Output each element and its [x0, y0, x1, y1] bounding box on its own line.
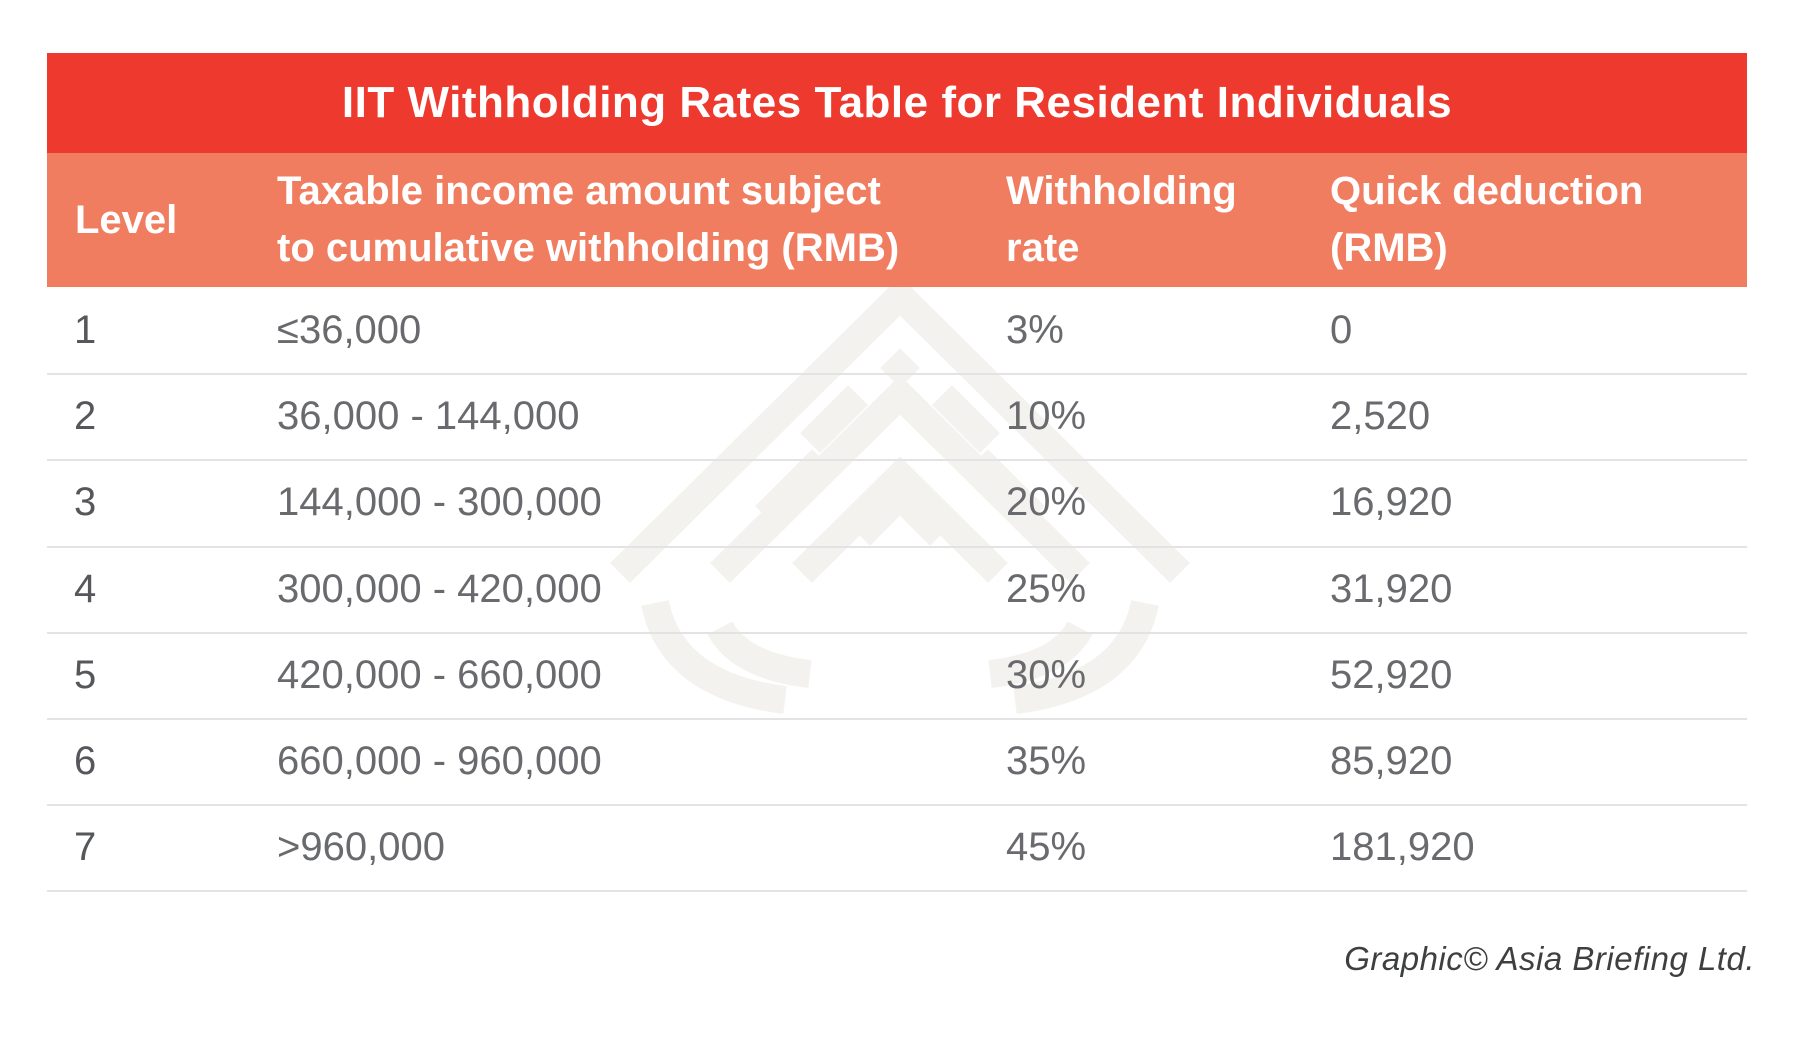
row-separator — [47, 546, 1747, 548]
cell-deduction: 52,920 — [1330, 652, 1453, 697]
cell-level: 3 — [74, 479, 97, 524]
table-header-row: Level Taxable income amount subject to c… — [47, 153, 1747, 287]
cell-taxable-income: 300,000 - 420,000 — [277, 566, 602, 611]
cell-rate: 20% — [1006, 479, 1087, 524]
row-separator — [47, 804, 1747, 806]
table-row: 2 36,000 - 144,000 10% 2,520 — [47, 373, 1747, 459]
cell-rate: 45% — [1006, 824, 1087, 869]
cell-taxable-income: 144,000 - 300,000 — [277, 479, 602, 524]
cell-deduction: 85,920 — [1330, 738, 1453, 783]
cell-deduction: 0 — [1330, 307, 1353, 352]
table-row: 6 660,000 - 960,000 35% 85,920 — [47, 718, 1747, 804]
cell-deduction: 2,520 — [1330, 393, 1431, 438]
cell-rate: 10% — [1006, 393, 1087, 438]
table-row: 3 144,000 - 300,000 20% 16,920 — [47, 459, 1747, 545]
cell-level: 5 — [74, 652, 97, 697]
cell-taxable-income: 660,000 - 960,000 — [277, 738, 602, 783]
cell-level: 2 — [74, 393, 97, 438]
table-row: 4 300,000 - 420,000 25% 31,920 — [47, 546, 1747, 632]
cell-level: 7 — [74, 824, 97, 869]
cell-taxable-income: 420,000 - 660,000 — [277, 652, 602, 697]
cell-level: 6 — [74, 738, 97, 783]
cell-taxable-income: >960,000 — [277, 824, 445, 869]
cell-taxable-income: 36,000 - 144,000 — [277, 393, 580, 438]
table-title: IIT Withholding Rates Table for Resident… — [341, 78, 1453, 127]
row-separator — [47, 373, 1747, 375]
cell-deduction: 31,920 — [1330, 566, 1453, 611]
row-separator — [47, 632, 1747, 634]
asia-briefing-logo-watermark — [610, 276, 1190, 714]
cell-rate: 35% — [1006, 738, 1087, 783]
table-row: 1 ≤36,000 3% 0 — [47, 287, 1747, 373]
table-title-bar: IIT Withholding Rates Table for Resident… — [47, 53, 1747, 153]
row-separator — [47, 718, 1747, 720]
cell-level: 4 — [74, 566, 97, 611]
table-row: 5 420,000 - 660,000 30% 52,920 — [47, 632, 1747, 718]
table-row: 7 >960,000 45% 181,920 — [47, 804, 1747, 890]
row-separator — [47, 890, 1747, 892]
row-separator — [47, 459, 1747, 461]
header-withholding-rate: Withholding rate — [1006, 169, 1237, 270]
cell-deduction: 16,920 — [1330, 479, 1453, 524]
graphic-credit: Graphic© Asia Briefing Ltd. — [1344, 940, 1755, 977]
cell-rate: 30% — [1006, 652, 1087, 697]
header-quick-deduction: Quick deduction (RMB) — [1330, 169, 1644, 270]
cell-taxable-income: ≤36,000 — [277, 307, 422, 352]
cell-rate: 25% — [1006, 566, 1087, 611]
cell-rate: 3% — [1006, 307, 1064, 352]
cell-deduction: 181,920 — [1330, 824, 1475, 869]
header-taxable-income: Taxable income amount subject to cumulat… — [277, 169, 900, 270]
header-level: Level — [75, 197, 178, 242]
cell-level: 1 — [74, 307, 97, 352]
